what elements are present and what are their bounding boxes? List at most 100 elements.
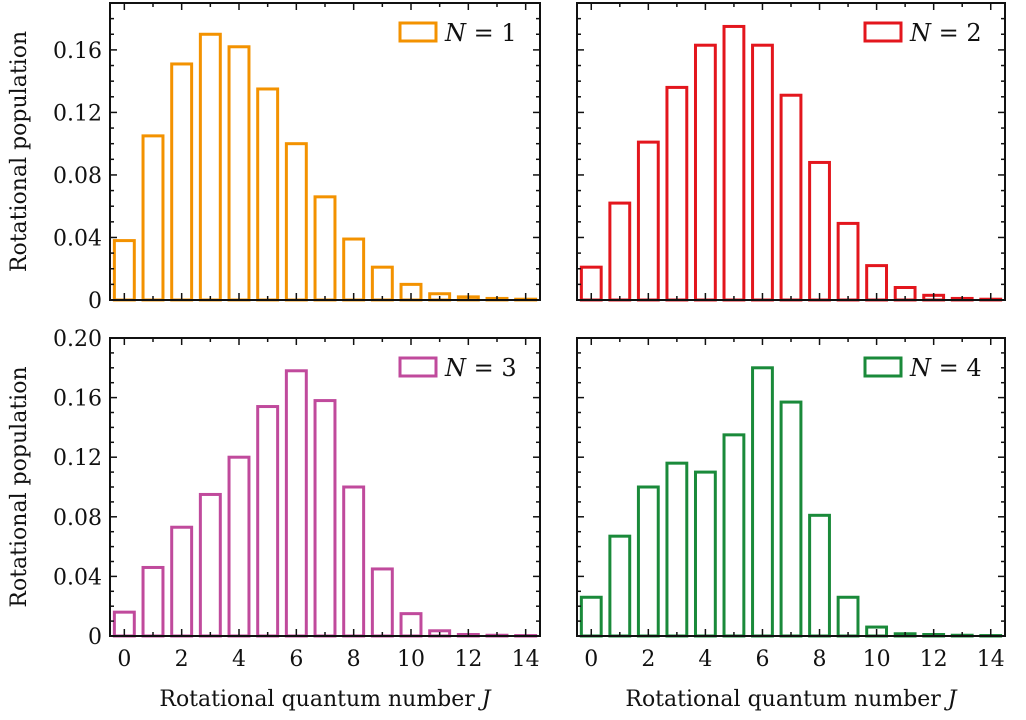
bar bbox=[313, 195, 337, 302]
axes-frame bbox=[576, 337, 1006, 637]
y-tick-label: 0 bbox=[88, 625, 102, 650]
bar bbox=[141, 565, 165, 638]
legend-label: N = 4 bbox=[909, 354, 982, 382]
bar bbox=[342, 237, 366, 302]
bar bbox=[342, 485, 366, 638]
legend: N = 1 bbox=[398, 19, 517, 47]
bar bbox=[608, 534, 632, 638]
x-tick-label: 12 bbox=[920, 647, 948, 672]
legend-eq: = 2 bbox=[931, 19, 982, 47]
bar bbox=[808, 513, 831, 638]
bar bbox=[313, 399, 337, 638]
axes-frame bbox=[576, 2, 1006, 301]
panel-4: 0 2 4 6 8 10 12 14 Rotational quantum number J N … bbox=[576, 337, 1006, 712]
legend-label: N = 3 bbox=[444, 354, 517, 382]
bar bbox=[198, 492, 222, 638]
legend-var: N bbox=[909, 19, 932, 47]
bar bbox=[256, 87, 280, 302]
bar bbox=[227, 45, 251, 302]
bar bbox=[836, 221, 860, 302]
legend-label: N = 2 bbox=[909, 19, 982, 47]
x-tick-label: 10 bbox=[397, 647, 425, 672]
legend-swatch bbox=[398, 356, 438, 378]
x-tick-label: 6 bbox=[289, 647, 303, 672]
bar bbox=[608, 201, 632, 302]
y-axis-label: Rotational population bbox=[7, 366, 32, 607]
x-axis-label-symbol: J bbox=[944, 687, 958, 712]
bar bbox=[722, 433, 746, 638]
panel-1: 0 0.04 0.08 0.12 0.16 Rotational population N … bbox=[7, 2, 541, 314]
x-axis-label: Rotational quantum number J bbox=[625, 687, 957, 712]
y-tick-label: 0.04 bbox=[53, 565, 102, 590]
bar bbox=[636, 140, 660, 302]
y-tick-label: 0 bbox=[88, 289, 102, 314]
ticks bbox=[110, 2, 540, 301]
x-tick-label: 14 bbox=[512, 647, 540, 672]
y-tick-label: 0.16 bbox=[53, 39, 102, 64]
axes-frame bbox=[109, 2, 541, 301]
x-tick-label: 4 bbox=[232, 647, 246, 672]
y-tick-label: 0.08 bbox=[53, 506, 102, 531]
x-axis-label: Rotational quantum number J bbox=[159, 687, 491, 712]
axes-frame bbox=[109, 337, 541, 637]
bar bbox=[284, 142, 308, 302]
x-tick-label: 12 bbox=[454, 647, 482, 672]
y-axis-label: Rotational population bbox=[7, 31, 32, 272]
x-axis-label-symbol: J bbox=[478, 687, 492, 712]
x-tick-label: 8 bbox=[813, 647, 827, 672]
bar bbox=[693, 43, 717, 302]
bar bbox=[198, 32, 222, 302]
x-tick-label: 0 bbox=[117, 647, 131, 672]
legend-eq: = 3 bbox=[466, 354, 517, 382]
x-tick-label: 2 bbox=[175, 647, 189, 672]
bar bbox=[141, 134, 165, 302]
legend-var: N bbox=[444, 19, 467, 47]
bar bbox=[284, 369, 308, 638]
y-tick-label: 0.08 bbox=[53, 164, 102, 189]
legend: N = 3 bbox=[398, 354, 517, 382]
x-tick-label: 4 bbox=[698, 647, 712, 672]
bar bbox=[370, 265, 394, 302]
bar bbox=[636, 485, 660, 638]
ticks bbox=[110, 337, 540, 637]
x-tick-label: 0 bbox=[584, 647, 598, 672]
bar bbox=[227, 455, 251, 638]
legend-swatch bbox=[863, 356, 903, 378]
panel-3: 0 0.04 0.08 0.12 0.16 0.20 0 2 4 6 8 10 12 14 Rotation… bbox=[7, 327, 541, 712]
legend-swatch bbox=[863, 21, 903, 43]
legend-var: N bbox=[444, 354, 467, 382]
bar bbox=[665, 85, 689, 302]
bar bbox=[751, 366, 774, 638]
y-tick-label: 0.12 bbox=[53, 446, 102, 471]
panel-2: N = 2 bbox=[576, 2, 1006, 302]
legend-var: N bbox=[909, 354, 932, 382]
legend: N = 2 bbox=[863, 19, 982, 47]
x-axis-label-text: Rotational quantum number bbox=[625, 687, 947, 712]
bar bbox=[665, 461, 689, 638]
legend-swatch bbox=[398, 21, 438, 43]
x-axis-label-text: Rotational quantum number bbox=[159, 687, 481, 712]
x-tick-label: 8 bbox=[347, 647, 361, 672]
bar bbox=[722, 24, 746, 302]
bar bbox=[779, 93, 803, 302]
x-tick-label: 6 bbox=[755, 647, 769, 672]
y-tick-label: 0.16 bbox=[53, 387, 102, 412]
x-tick-label: 14 bbox=[977, 647, 1005, 672]
bar bbox=[370, 567, 394, 638]
y-tick-label: 0.04 bbox=[53, 226, 102, 251]
bar bbox=[256, 405, 280, 638]
bar bbox=[693, 470, 717, 638]
bar bbox=[170, 62, 194, 302]
x-tick-label: 10 bbox=[863, 647, 891, 672]
bar bbox=[836, 595, 860, 638]
legend-eq: = 4 bbox=[931, 354, 982, 382]
x-tick-label: 2 bbox=[641, 647, 655, 672]
bar bbox=[170, 525, 194, 638]
legend-eq: = 1 bbox=[466, 19, 517, 47]
bar bbox=[112, 239, 136, 302]
ticks bbox=[577, 2, 1005, 301]
y-tick-label: 0.12 bbox=[53, 101, 102, 126]
y-tick-label: 0.20 bbox=[53, 327, 102, 352]
bar bbox=[751, 43, 774, 302]
